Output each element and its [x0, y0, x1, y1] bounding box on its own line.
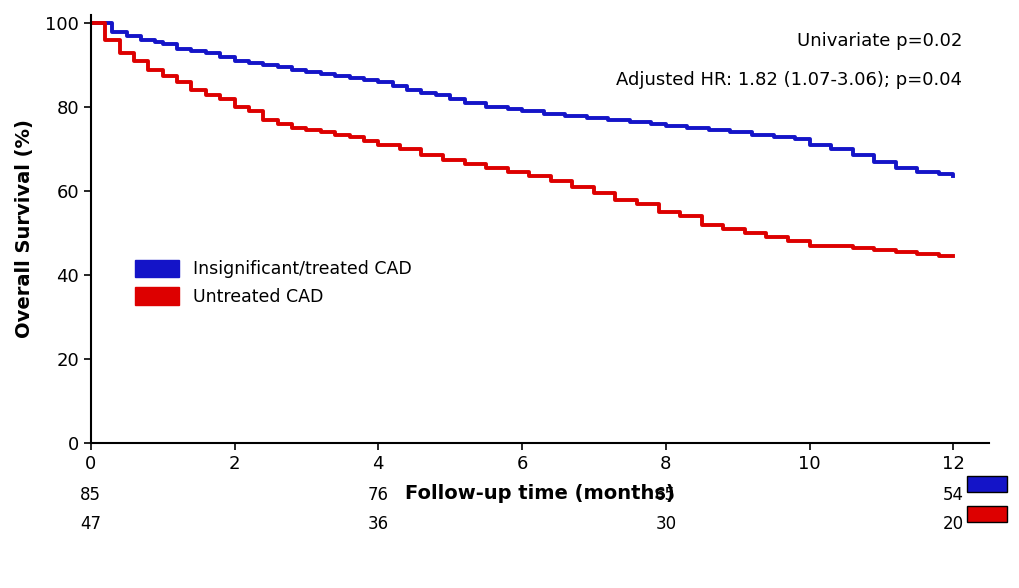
- Text: 85: 85: [81, 486, 101, 503]
- Text: 76: 76: [368, 486, 388, 503]
- X-axis label: Follow-up time (months): Follow-up time (months): [405, 484, 675, 503]
- Text: 36: 36: [368, 516, 388, 533]
- Legend: Insignificant/treated CAD, Untreated CAD: Insignificant/treated CAD, Untreated CAD: [136, 259, 411, 306]
- FancyBboxPatch shape: [966, 476, 1006, 492]
- Text: 30: 30: [654, 516, 676, 533]
- Text: 65: 65: [654, 486, 676, 503]
- FancyBboxPatch shape: [966, 506, 1006, 522]
- Text: Univariate p=0.02: Univariate p=0.02: [796, 32, 961, 50]
- Text: 20: 20: [942, 516, 963, 533]
- Y-axis label: Overall Survival (%): Overall Survival (%): [15, 119, 34, 338]
- Text: 54: 54: [942, 486, 963, 503]
- Text: Adjusted HR: 1.82 (1.07-3.06); p=0.04: Adjusted HR: 1.82 (1.07-3.06); p=0.04: [615, 71, 961, 89]
- Text: 47: 47: [81, 516, 101, 533]
